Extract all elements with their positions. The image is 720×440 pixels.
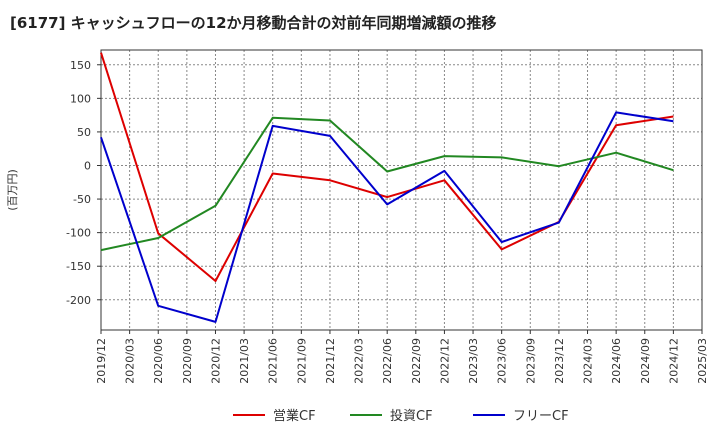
chart-title: [6177] キャッシュフローの12か月移動合計の対前年同期増減額の推移 bbox=[10, 14, 497, 32]
x-tick-label: 2021/12 bbox=[324, 338, 337, 384]
axes: 150 100 50 0 -50 -100 -150 -200 2019/12 2020/03 20… bbox=[6, 49, 709, 384]
x-tick-label: 2024/06 bbox=[610, 338, 623, 384]
plot-frame bbox=[100, 49, 703, 331]
y-tick-label: 50 bbox=[77, 126, 91, 139]
series bbox=[100, 52, 674, 323]
x-tick-label: 2022/12 bbox=[438, 338, 451, 384]
legend-label: 投資CF bbox=[390, 408, 433, 424]
y-tick-label: 0 bbox=[84, 159, 91, 172]
x-tick-label: 2020/03 bbox=[124, 338, 137, 384]
grid bbox=[100, 50, 703, 330]
series-line-2 bbox=[100, 116, 674, 252]
y-tick-label: 100 bbox=[70, 92, 91, 105]
x-tick-label: 2024/03 bbox=[582, 338, 595, 384]
y-tick-label: 150 bbox=[70, 59, 91, 72]
x-tick-label: 2022/03 bbox=[353, 338, 366, 384]
y-tick-label: -150 bbox=[66, 260, 91, 273]
x-tick-label: 2023/09 bbox=[524, 338, 537, 384]
x-tick-label: 2022/06 bbox=[381, 338, 394, 384]
x-tick-label: 2024/12 bbox=[667, 338, 680, 384]
x-tick-label: 2023/03 bbox=[467, 338, 480, 384]
x-tick-label: 2021/06 bbox=[267, 338, 280, 384]
y-tick-label: -200 bbox=[66, 294, 91, 307]
x-tick-label: 2022/09 bbox=[410, 338, 423, 384]
x-tick-label: 2023/12 bbox=[553, 338, 566, 384]
y-tick-label: -100 bbox=[66, 227, 91, 240]
legend-label: フリーCF bbox=[513, 409, 569, 424]
x-tick-label: 2019/12 bbox=[95, 338, 108, 384]
legend: 営業CF 投資CF フリーCF bbox=[233, 408, 569, 424]
x-tick-label: 2023/06 bbox=[496, 338, 509, 384]
x-tick-label: 2021/03 bbox=[238, 338, 251, 384]
x-tick-label: 2025/03 bbox=[696, 338, 709, 384]
series-line-3 bbox=[100, 111, 674, 323]
y-tick-label: -50 bbox=[73, 193, 91, 206]
series-line-1 bbox=[100, 52, 674, 282]
x-tick-label: 2020/06 bbox=[152, 338, 165, 384]
legend-label: 営業CF bbox=[273, 408, 316, 424]
x-tick-label: 2024/09 bbox=[639, 338, 652, 384]
x-tick-label: 2021/09 bbox=[295, 338, 308, 384]
x-tick-label: 2020/12 bbox=[209, 338, 222, 384]
y-axis-title: (百万円) bbox=[6, 169, 19, 211]
x-tick-label: 2020/09 bbox=[181, 338, 194, 384]
plot-area bbox=[101, 50, 702, 330]
